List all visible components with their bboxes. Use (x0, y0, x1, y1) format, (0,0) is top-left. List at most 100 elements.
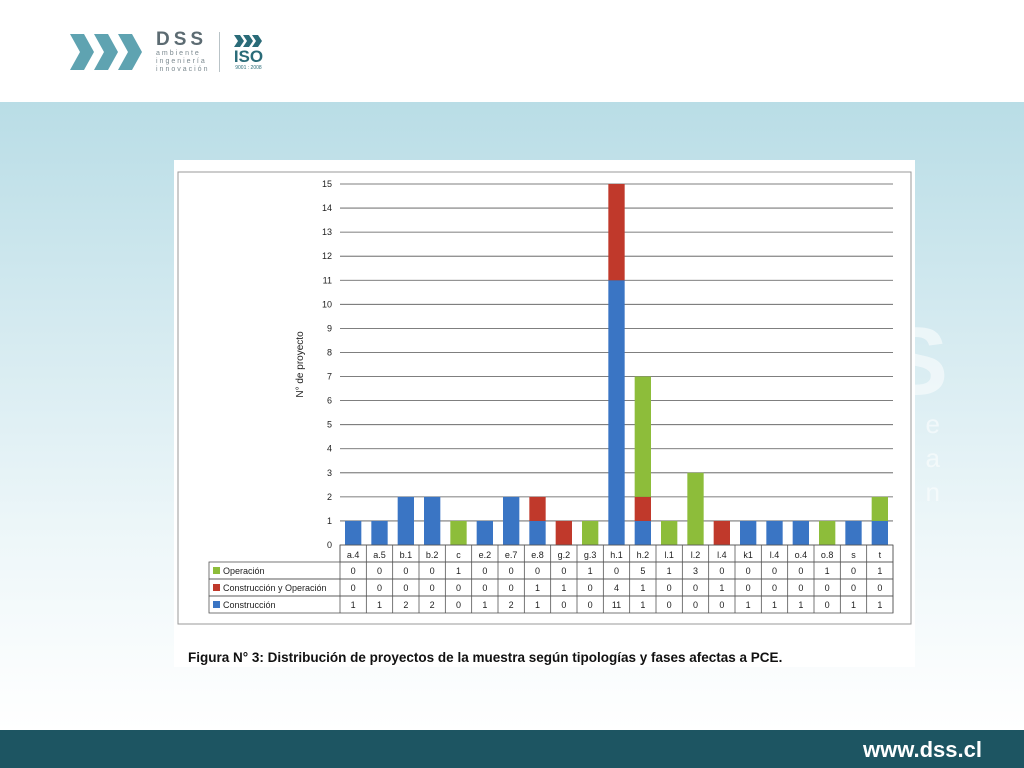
table-cell-value: 1 (877, 566, 882, 576)
table-cell-value: 1 (877, 600, 882, 610)
table-cell-value: 0 (403, 566, 408, 576)
y-tick-label: 15 (322, 179, 332, 189)
legend-series-name: Construcción y Operación (223, 583, 327, 593)
y-tick-label: 8 (327, 347, 332, 357)
website-url[interactable]: www.dss.cl (862, 737, 982, 762)
table-cell-value: 2 (403, 600, 408, 610)
y-tick-label: 14 (322, 203, 332, 213)
bar-segment (792, 520, 809, 545)
table-cell-value: 0 (746, 583, 751, 593)
table-cell-value: 2 (509, 600, 514, 610)
category-label: l.4 (717, 550, 727, 560)
category-label: b.2 (426, 550, 439, 560)
iso-text: ISO (233, 46, 264, 66)
table-cell-value: 0 (825, 600, 830, 610)
bar-segment (476, 520, 493, 545)
table-cell-value: 1 (825, 566, 830, 576)
legend-swatch (213, 584, 220, 591)
table-cell-value: 1 (772, 600, 777, 610)
table-cell-value: 1 (588, 566, 593, 576)
dss-logo-mark-icon (70, 34, 142, 70)
table-cell-value: 0 (561, 600, 566, 610)
category-label: o.8 (821, 550, 834, 560)
category-label: e.7 (505, 550, 518, 560)
table-cell-value: 0 (772, 566, 777, 576)
bar-segment (345, 520, 362, 545)
logo-name: DSS (156, 29, 208, 50)
category-label: b.1 (400, 550, 413, 560)
table-cell-value: 0 (693, 583, 698, 593)
bar-segment (634, 496, 651, 521)
table-cell-value: 0 (430, 583, 435, 593)
bar-segment (713, 520, 730, 545)
table-cell-value: 0 (456, 600, 461, 610)
table-cell-value: 1 (456, 566, 461, 576)
y-tick-label: 5 (327, 420, 332, 430)
table-cell-value: 11 (612, 600, 621, 610)
table-cell-value: 0 (825, 583, 830, 593)
table-cell-value: 0 (667, 600, 672, 610)
figure-caption: Figura N° 3: Distribución de proyectos d… (188, 650, 782, 665)
bar-segment (371, 520, 388, 545)
category-label: e.8 (531, 550, 544, 560)
category-label: h.1 (610, 550, 623, 560)
table-cell-value: 0 (588, 583, 593, 593)
y-axis-title: N° de proyecto (295, 331, 306, 398)
table-cell-value: 0 (667, 583, 672, 593)
table-cell-value: 1 (535, 600, 540, 610)
legend-series-name: Construcción (223, 600, 276, 610)
table-cell-value: 1 (746, 600, 751, 610)
table-cell-value: 0 (509, 566, 514, 576)
logo-tagline-1: ambiente (156, 50, 201, 57)
logo-divider (219, 32, 221, 72)
bar-segment (582, 520, 599, 545)
legend-swatch (213, 601, 220, 608)
y-tick-label: 6 (327, 396, 332, 406)
table-cell-value: 0 (798, 583, 803, 593)
table-cell-value: 0 (588, 600, 593, 610)
legend-swatch (213, 567, 220, 574)
bar-segment (661, 520, 678, 545)
table-cell-value: 1 (640, 583, 645, 593)
table-cell-value: 0 (772, 583, 777, 593)
logo-tagline-3: innovación (156, 66, 210, 73)
table-cell-value: 1 (351, 600, 356, 610)
table-cell-value: 1 (719, 583, 724, 593)
category-label: e.2 (479, 550, 492, 560)
dss-logo: DSS ambiente ingeniería innovación ISO 9… (68, 28, 266, 76)
bar-segment (450, 520, 467, 545)
bar-segment (766, 520, 783, 545)
y-tick-label: 0 (327, 540, 332, 550)
bar-segment (529, 496, 546, 521)
table-cell-value: 3 (693, 566, 698, 576)
category-label: l.1 (664, 550, 674, 560)
table-cell-value: 0 (851, 583, 856, 593)
table-cell-value: 0 (482, 583, 487, 593)
table-cell-value: 0 (719, 600, 724, 610)
table-cell-value: 1 (561, 583, 566, 593)
category-label: a.4 (347, 550, 360, 560)
table-cell-value: 4 (614, 583, 619, 593)
table-cell-value: 1 (667, 566, 672, 576)
category-label: t (879, 550, 882, 560)
y-tick-label: 11 (323, 275, 332, 285)
slide-header: DSS ambiente ingeniería innovación ISO 9… (0, 0, 1024, 102)
y-tick-label: 7 (327, 372, 332, 382)
bar-segment (397, 496, 414, 545)
table-cell-value: 0 (719, 566, 724, 576)
table-cell-value: 0 (877, 583, 882, 593)
table-cell-value: 1 (798, 600, 803, 610)
iso-mark-icon (234, 34, 263, 47)
legend-series-name: Operación (223, 566, 265, 576)
bar-segment (555, 520, 572, 545)
y-tick-label: 1 (327, 516, 332, 526)
y-tick-label: 2 (327, 492, 332, 502)
table-cell-value: 0 (614, 566, 619, 576)
table-cell-value: 0 (430, 566, 435, 576)
table-cell-value: 0 (351, 566, 356, 576)
logo-tagline-2: ingeniería (156, 58, 207, 65)
iso-standard: 9001 : 2008 (235, 64, 262, 71)
category-label: c (456, 550, 461, 560)
y-tick-label: 4 (327, 444, 332, 454)
